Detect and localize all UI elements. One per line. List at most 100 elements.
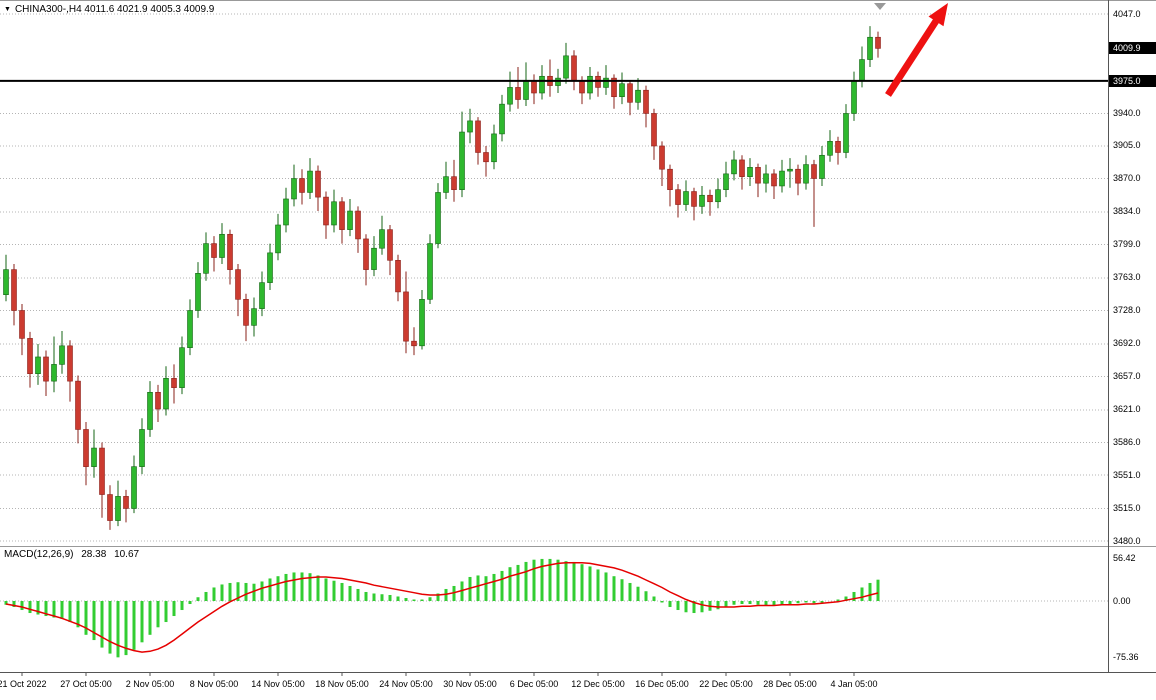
macd-histogram-bar [52, 601, 56, 618]
time-axis[interactable]: 21 Oct 2022 27 Oct 05:00 2 Nov 05:00 8 Nov … [0, 672, 1156, 700]
macd-histogram-bar [204, 591, 208, 601]
price-tick-label: 3763.0 [1113, 272, 1141, 283]
candle-body [811, 164, 817, 179]
macd-histogram-bar [412, 599, 416, 601]
candle-body [67, 345, 73, 382]
candle-body [131, 466, 137, 509]
candle-body [803, 164, 809, 184]
arrow-annotation-shaft[interactable] [885, 19, 939, 97]
candle-body [107, 494, 113, 521]
candle-body [651, 113, 657, 147]
macd-histogram-bar [276, 576, 280, 601]
macd-histogram-bar [116, 601, 120, 658]
candle-body [491, 133, 497, 163]
candle-body [179, 347, 185, 388]
symbol-header: ▼ CHINA300-,H4 4011.6 4021.9 4005.3 4009… [4, 4, 214, 15]
macd-histogram-bar [380, 594, 384, 601]
macd-histogram-bar [308, 573, 312, 601]
arrow-annotation-head[interactable] [928, 3, 949, 27]
macd-histogram-bar [740, 601, 744, 605]
macd-histogram-bar [348, 585, 352, 601]
candle-body [643, 89, 649, 114]
macd-histogram-bar [324, 578, 328, 601]
price-tick-label: 4047.0 [1113, 8, 1141, 19]
symbol-dropdown-icon[interactable]: ▼ [4, 5, 11, 13]
macd-histogram-bar [364, 591, 368, 601]
time-tick-label: 27 Oct 05:00 [60, 679, 112, 689]
candle-body [563, 55, 569, 79]
macd-histogram-bar [396, 596, 400, 601]
candle-body [731, 159, 737, 175]
macd-tick-label: 0.00 [1113, 595, 1131, 606]
macd-histogram-bar [700, 601, 704, 613]
candle-body [499, 103, 505, 135]
candle-body [515, 87, 521, 100]
macd-histogram-bar [548, 558, 552, 601]
macd-histogram-bar [316, 575, 320, 601]
price-tick-label: 3692.0 [1113, 338, 1141, 349]
macd-histogram-bar [540, 558, 544, 601]
macd-histogram-bar [332, 580, 336, 601]
macd-histogram-bar [804, 601, 808, 603]
macd-histogram-bar [260, 581, 264, 601]
macd-histogram-bar [668, 601, 672, 608]
candle-body [51, 364, 57, 382]
macd-histogram-bar [428, 597, 432, 601]
candle-body [723, 173, 729, 190]
candle-body [659, 145, 665, 170]
time-tick-label: 6 Dec 05:00 [509, 679, 559, 689]
candle-body [715, 189, 721, 203]
macd-histogram-bar [68, 601, 72, 623]
macd-indicator-label: MACD(12,26,9) 28.38 10.67 [4, 549, 144, 560]
chart-shift-marker-icon[interactable] [874, 3, 886, 10]
macd-histogram-bar [148, 601, 152, 635]
candle-body [171, 378, 177, 388]
macd-histogram-bar [212, 587, 216, 601]
candle-body [779, 170, 785, 187]
candle-body [371, 247, 377, 270]
macd-histogram-bar [620, 579, 624, 601]
hline-price-marker: 3975.0 [1109, 74, 1156, 87]
candle-body [315, 170, 321, 198]
macd-histogram-bar [652, 596, 656, 601]
candle-body [235, 269, 241, 300]
macd-tick-label: 56.42 [1113, 553, 1136, 564]
price-tick-label: 3870.0 [1113, 173, 1141, 183]
macd-histogram-bar [564, 561, 568, 601]
candle-body [403, 291, 409, 342]
macd-signal-value: 10.67 [114, 549, 140, 560]
candle-body [395, 260, 401, 293]
candle-body [123, 496, 129, 509]
macd-histogram-bar [28, 601, 32, 614]
macd-histogram-bar [844, 596, 848, 601]
candle-body [283, 198, 289, 226]
candle-body [75, 380, 81, 430]
candle-body [59, 345, 65, 365]
candle-body [675, 189, 681, 205]
candle-body [163, 378, 169, 410]
macd-histogram-bar [684, 601, 688, 613]
macd-histogram-bar [836, 599, 840, 601]
macd-histogram-bar [604, 572, 608, 601]
candle-body [387, 229, 393, 261]
macd-histogram-bar [524, 561, 528, 601]
time-tick-label: 8 Nov 05:00 [189, 679, 239, 689]
macd-histogram-bar [628, 582, 632, 601]
time-tick-label: 28 Dec 05:00 [763, 679, 817, 689]
price-tick-label: 3799.0 [1113, 239, 1141, 249]
macd-histogram-bar [436, 593, 440, 601]
candle-body [611, 77, 617, 98]
price-axis[interactable]: 4047.0 3940.0 3905.0 3870.0 3834.0 3799.0 3763… [1108, 0, 1156, 672]
macd-histogram-bar [300, 572, 304, 601]
macd-histogram-bar [516, 564, 520, 601]
candle-body [139, 429, 145, 467]
price-tick-label: 3657.0 [1113, 370, 1141, 381]
macd-histogram-bar [140, 601, 144, 643]
macd-histogram-bar [356, 588, 360, 601]
macd-histogram-bar [572, 561, 576, 601]
macd-histogram-bar [532, 559, 536, 601]
candle-body [347, 210, 353, 230]
candle-body [795, 168, 801, 184]
macd-histogram-bar [492, 573, 496, 601]
